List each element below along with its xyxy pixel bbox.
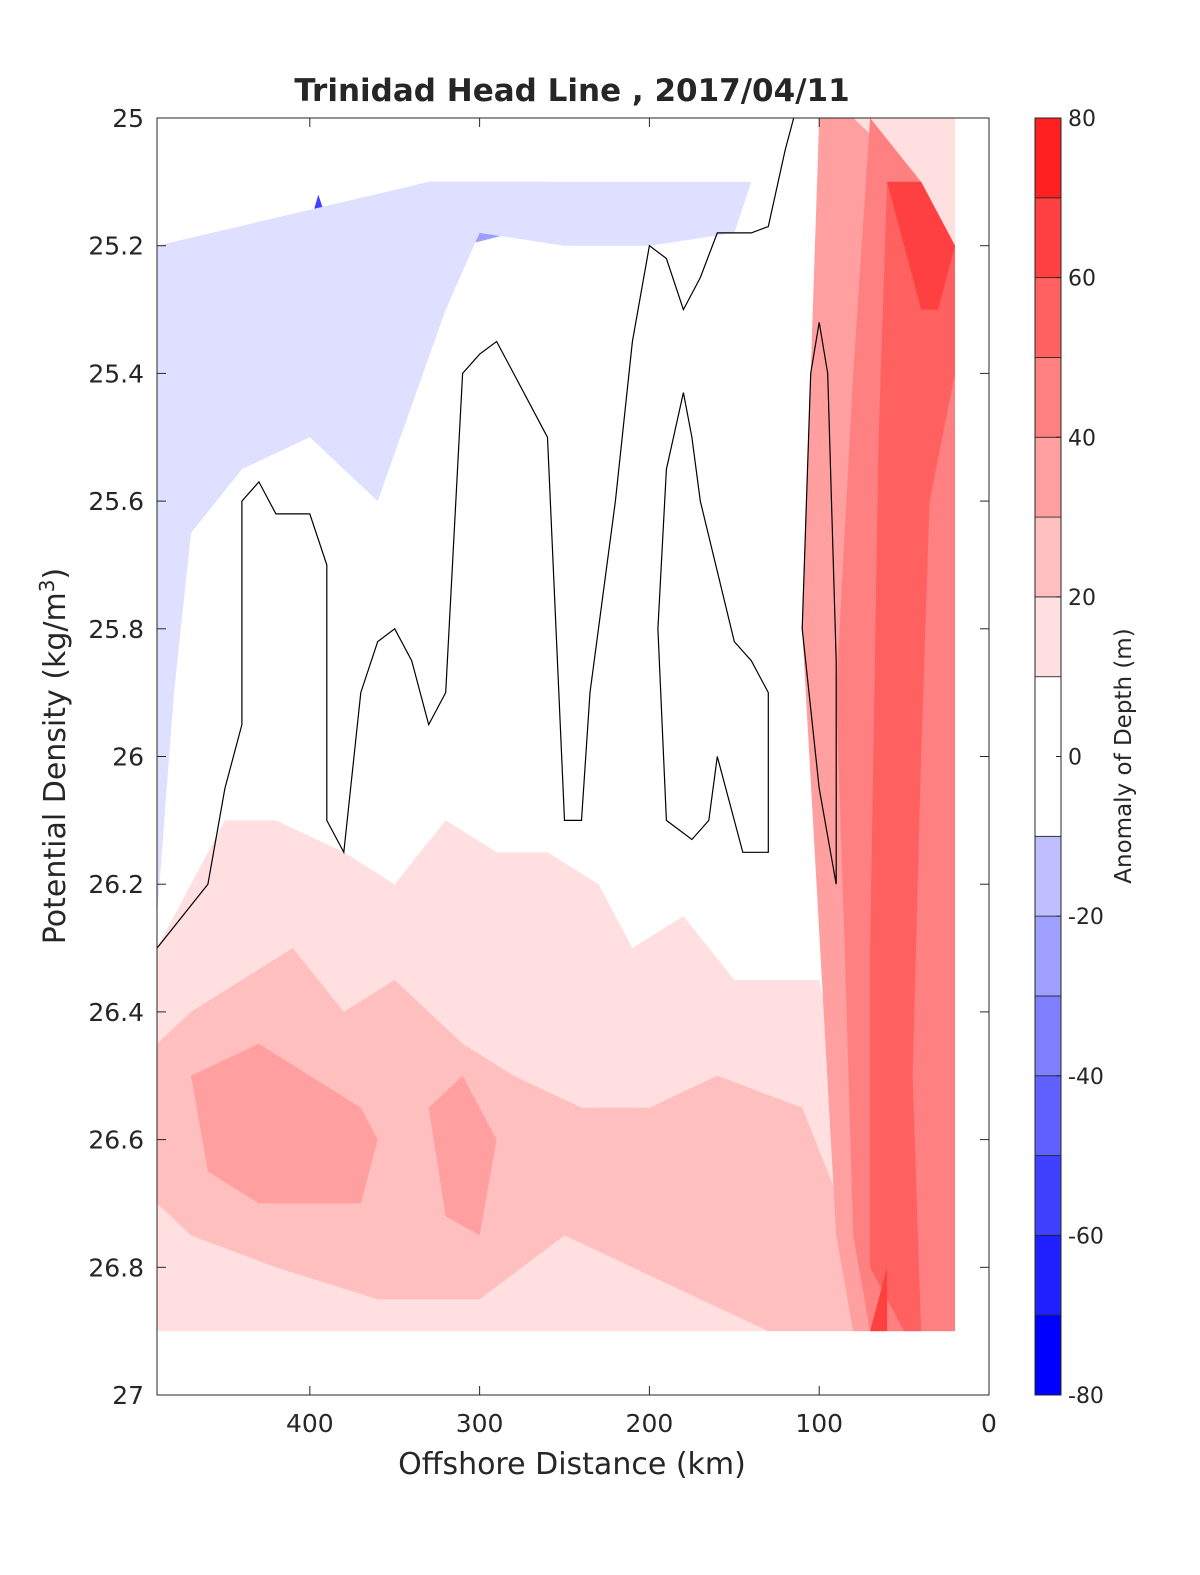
y-axis-label: Potential Density (kg/m3) <box>35 568 73 944</box>
colorbar-block-5 <box>1034 915 1062 997</box>
y-axis: 25 25.2 25.4 25.6 25.8 26 26.2 26.4 26.6 26.8 27 <box>88 104 989 1410</box>
zero-contour-layer <box>157 118 837 949</box>
x-tick-label-3: 100 <box>795 1409 843 1438</box>
colorbar-label: Anomaly of Depth (m) <box>1111 628 1137 883</box>
zero-contour-line-1 <box>657 392 769 853</box>
y-axis-label-tail: ) <box>38 568 73 580</box>
colorbar-blocks <box>1034 117 1062 1396</box>
colorbar-block-3 <box>1034 1075 1062 1156</box>
y-tick-label-5: 26 <box>112 743 144 772</box>
colorbar-block-1 <box>1034 1234 1062 1316</box>
y-tick-label-9: 26.8 <box>88 1253 144 1282</box>
colorbar-block-13 <box>1034 197 1062 279</box>
y-tick-label-6: 26.2 <box>88 870 144 899</box>
colorbar-ticks: 80 60 40 20 0 -20 -40 -60 -80 <box>1056 107 1104 1409</box>
x-tick-label-1: 300 <box>456 1409 504 1438</box>
colorbar-tick-label-2: 40 <box>1068 426 1096 451</box>
colorbar-block-10 <box>1034 436 1062 518</box>
contour-region-8 <box>428 1075 497 1236</box>
y-axis-label-superscript: 3 <box>35 579 59 592</box>
colorbar-block-9 <box>1034 516 1062 598</box>
y-tick-label-0: 25 <box>112 104 144 133</box>
colorbar-block-0 <box>1034 1314 1062 1396</box>
x-axis-label: Offshore Distance (km) <box>398 1447 746 1482</box>
x-axis: 400 300 200 100 0 <box>286 118 997 1438</box>
y-tick-label-10: 27 <box>112 1381 144 1410</box>
colorbar-block-8 <box>1034 596 1062 678</box>
plot-area: 400 300 200 100 0 25 25.2 25.4 25.6 25.8 26 26.2 26… <box>88 104 997 1438</box>
y-axis-label-main: Potential Density (kg/m <box>38 592 73 944</box>
colorbar-tick-label-1: 60 <box>1068 267 1096 292</box>
colorbar-tick-label-0: 80 <box>1068 107 1096 132</box>
contour-region-11 <box>870 181 955 1332</box>
zero-contour-line-0 <box>157 118 795 949</box>
colorbar: 80 60 40 20 0 -20 -40 -60 -80 Anomaly of Depth (… <box>1034 107 1137 1409</box>
colorbar-tick-label-6: -40 <box>1068 1065 1104 1090</box>
y-tick-label-2: 25.4 <box>88 359 144 388</box>
colorbar-block-4 <box>1034 995 1062 1077</box>
contour-region-4 <box>157 181 752 917</box>
colorbar-tick-label-5: -20 <box>1068 905 1104 930</box>
contour-region-12 <box>887 181 955 310</box>
colorbar-block-2 <box>1034 1155 1062 1236</box>
colorbar-block-11 <box>1034 357 1062 438</box>
zero-contour-line-2 <box>801 322 837 885</box>
colorbar-tick-label-3: 20 <box>1068 586 1096 611</box>
y-tick-label-4: 25.8 <box>88 615 144 644</box>
y-tick-label-8: 26.6 <box>88 1126 144 1155</box>
contour-region-6 <box>157 948 888 1332</box>
colorbar-tick-label-4: 0 <box>1068 746 1082 771</box>
x-tick-label-0: 400 <box>286 1409 334 1438</box>
contour-region-7 <box>191 1043 378 1204</box>
chart-title: Trinidad Head Line , 2017/04/11 <box>294 73 849 109</box>
y-tick-label-7: 26.4 <box>88 998 144 1027</box>
colorbar-tick-label-8: -80 <box>1068 1384 1104 1409</box>
contour-region-13 <box>870 1267 888 1332</box>
y-tick-label-3: 25.6 <box>88 487 144 516</box>
colorbar-tick-label-7: -60 <box>1068 1224 1104 1249</box>
contour-fill-layer <box>157 118 955 1332</box>
colorbar-block-6 <box>1034 835 1062 917</box>
y-tick-label-1: 25.2 <box>88 232 144 261</box>
x-tick-label-4: 0 <box>981 1409 997 1438</box>
colorbar-block-12 <box>1034 277 1062 358</box>
x-tick-label-2: 200 <box>626 1409 674 1438</box>
colorbar-block-14 <box>1034 117 1062 199</box>
